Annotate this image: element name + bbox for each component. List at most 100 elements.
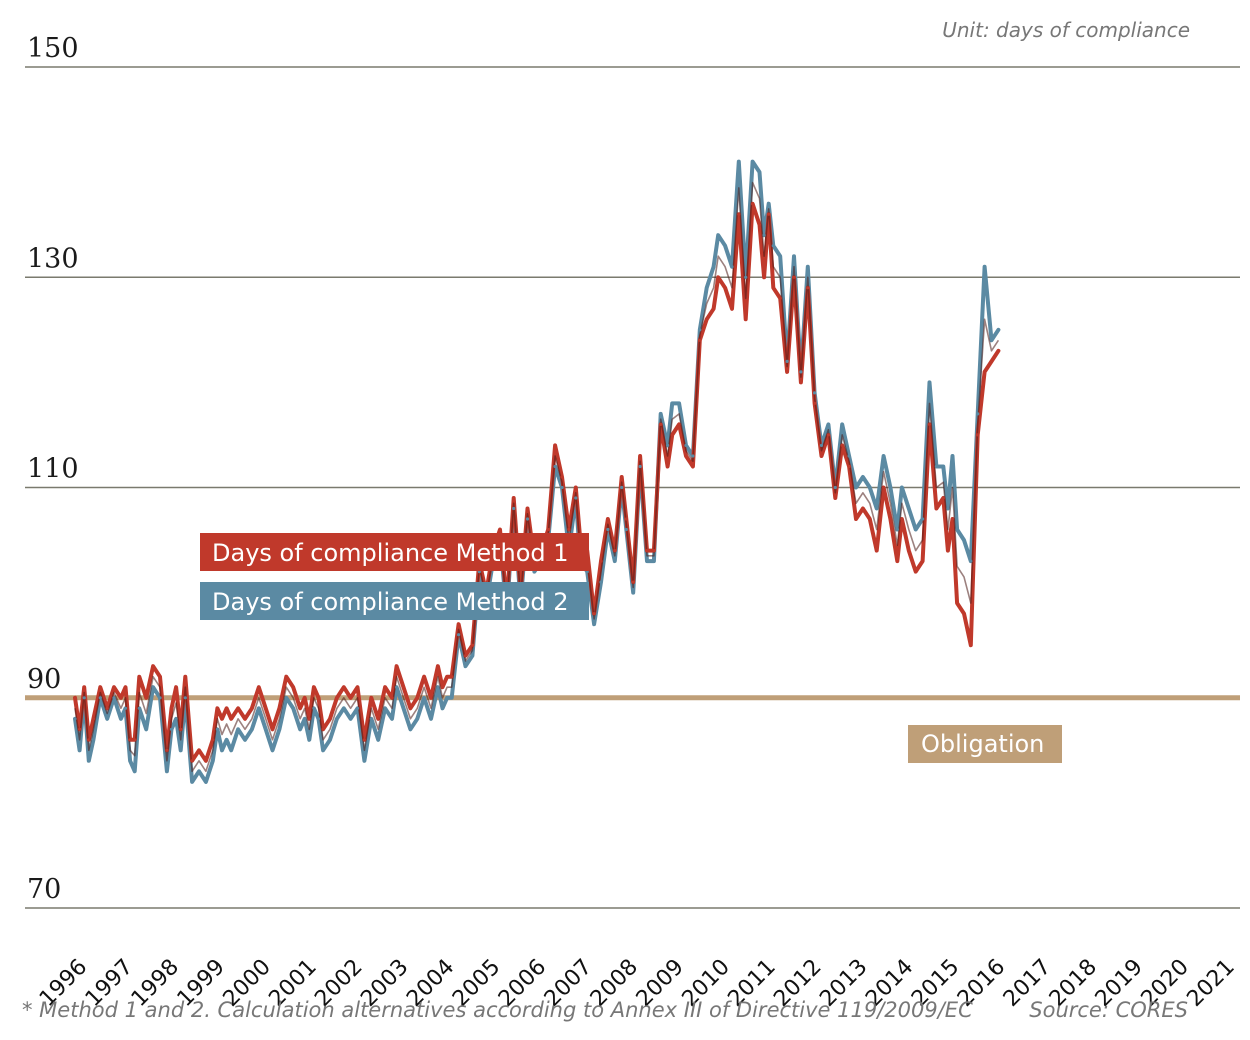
data-point-method2 (840, 422, 844, 426)
data-point-method1 (677, 422, 681, 426)
data-point-method1 (151, 664, 155, 668)
data-point-method2 (921, 517, 925, 521)
data-point-method1 (983, 370, 987, 374)
data-point-method2 (670, 401, 674, 405)
data-point-method2 (771, 244, 775, 248)
data-point-method2 (335, 717, 339, 721)
data-point-method2 (355, 706, 360, 710)
data-point-method1 (771, 286, 775, 290)
data-point-method1 (137, 675, 141, 679)
data-point-method2 (316, 717, 321, 721)
data-point-method1 (716, 275, 720, 279)
data-point-method1 (128, 738, 132, 742)
data-point-method2 (751, 160, 755, 164)
data-point-method2 (369, 717, 373, 721)
data-point-method2 (895, 527, 899, 532)
data-point-method1 (785, 370, 789, 374)
data-point-method1 (744, 317, 748, 321)
data-point-method2 (112, 696, 116, 700)
data-point-method2 (645, 559, 649, 563)
data-point-method2 (179, 748, 183, 752)
data-point-method2 (169, 727, 174, 731)
data-point-method2 (799, 370, 803, 374)
data-point-method2 (712, 265, 716, 269)
data-point-method1 (257, 685, 261, 689)
data-point-method1 (342, 685, 346, 689)
data-point-method2 (211, 759, 215, 763)
unit-label: Unit: days of compliance (942, 18, 1190, 42)
data-point-method1 (698, 338, 702, 342)
data-point-method2 (415, 717, 419, 721)
data-point-method1 (211, 738, 215, 742)
y-tick-label: 70 (27, 874, 61, 905)
y-tick-label: 150 (27, 33, 79, 64)
data-point-method1 (751, 202, 755, 206)
data-point-method1 (174, 685, 178, 689)
legend-obligation-swatch (908, 725, 1062, 763)
data-point-method2 (440, 706, 445, 710)
data-point-method2 (298, 727, 302, 731)
data-point-method1 (666, 464, 670, 469)
data-point-method1 (574, 485, 578, 490)
data-point-method1 (946, 549, 950, 553)
data-point-method1 (512, 496, 516, 500)
data-point-method2 (264, 727, 268, 731)
data-point-method2 (390, 717, 394, 721)
data-point-method2 (599, 580, 603, 584)
data-point-method1 (767, 212, 771, 216)
data-point-method1 (165, 748, 169, 752)
data-point-method2 (362, 759, 366, 763)
data-point-method2 (257, 706, 261, 710)
data-point-method1 (190, 759, 194, 763)
data-point-method1 (250, 706, 254, 710)
data-point-method2 (941, 464, 945, 469)
data-point-method2 (962, 538, 966, 542)
data-point-method2 (463, 664, 468, 668)
data-point-method2 (934, 464, 939, 469)
data-point-method2 (574, 496, 578, 500)
data-point-method2 (82, 696, 86, 700)
data-point-method1 (369, 696, 373, 700)
data-point-method1 (900, 517, 904, 521)
data-point-method1 (962, 612, 966, 616)
data-point-method2 (806, 265, 810, 269)
data-point-method2 (277, 727, 281, 731)
data-point-method2 (197, 769, 201, 773)
data-point-method1 (349, 696, 353, 700)
legend-method2-swatch (200, 582, 589, 620)
y-tick-label: 130 (27, 243, 79, 274)
data-point-method2 (183, 696, 187, 700)
data-point-method2 (983, 265, 987, 269)
data-point-method2 (215, 727, 219, 731)
data-point-method2 (512, 506, 516, 511)
data-point-method1 (390, 696, 394, 700)
data-point-method2 (165, 769, 169, 773)
data-point-method2 (723, 244, 727, 248)
data-point-method2 (250, 727, 254, 731)
data-point-method2 (560, 485, 564, 490)
data-point-method1 (888, 517, 893, 521)
data-point-method1 (638, 454, 642, 458)
data-point-method2 (408, 727, 412, 731)
data-point-method2 (312, 706, 316, 710)
data-point-method1 (303, 696, 307, 700)
data-point-method1 (989, 359, 994, 363)
data-point-method2 (105, 717, 109, 721)
data-point-method1 (730, 307, 734, 311)
data-point-method2 (401, 706, 406, 710)
data-point-method1 (840, 443, 844, 447)
data-point-method2 (376, 738, 380, 742)
data-point-method1 (950, 517, 955, 521)
data-point-method2 (553, 464, 557, 469)
data-point-method2 (861, 475, 865, 479)
data-point-method1 (525, 506, 530, 511)
data-point-method2 (119, 717, 123, 721)
data-point-method2 (123, 706, 128, 710)
data-point-method1 (123, 685, 128, 689)
data-point-method2 (422, 696, 426, 700)
data-point-method2 (606, 527, 610, 532)
data-point-method1 (179, 727, 183, 731)
data-point-method1 (450, 675, 454, 679)
data-point-method2 (613, 559, 617, 563)
data-point-method2 (137, 706, 141, 710)
